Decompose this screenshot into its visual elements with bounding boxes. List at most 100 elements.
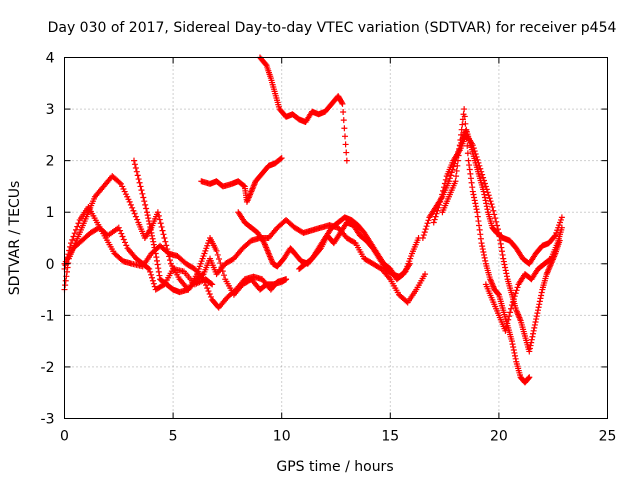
data-point bbox=[473, 206, 480, 213]
data-point bbox=[484, 206, 491, 213]
data-point bbox=[500, 255, 507, 262]
data-point bbox=[453, 167, 460, 174]
data-point bbox=[118, 230, 125, 237]
data-point bbox=[461, 113, 468, 120]
data-point bbox=[461, 106, 468, 113]
data-point bbox=[151, 244, 158, 251]
data-point bbox=[438, 195, 445, 202]
data-point bbox=[131, 161, 138, 168]
data-point bbox=[483, 186, 490, 193]
data-point bbox=[126, 198, 133, 205]
data-point bbox=[533, 316, 540, 323]
data-point bbox=[433, 210, 440, 217]
data-point bbox=[484, 189, 491, 196]
data-point bbox=[156, 272, 163, 279]
data-point bbox=[488, 201, 495, 208]
data-point bbox=[445, 178, 452, 185]
data-point bbox=[341, 125, 348, 132]
data-point bbox=[534, 307, 541, 314]
data-point bbox=[528, 336, 535, 343]
data-point bbox=[240, 182, 247, 189]
data-point bbox=[62, 277, 69, 284]
data-point bbox=[459, 121, 466, 128]
data-point bbox=[339, 100, 346, 107]
data-point bbox=[469, 142, 476, 149]
data-point bbox=[476, 226, 483, 233]
data-point bbox=[75, 220, 82, 227]
data-point bbox=[119, 233, 126, 240]
data-point bbox=[478, 240, 485, 247]
data-point bbox=[462, 120, 469, 127]
data-point bbox=[213, 247, 220, 254]
data-point bbox=[435, 204, 442, 211]
data-point bbox=[441, 180, 448, 187]
data-point bbox=[220, 272, 227, 279]
data-point bbox=[145, 265, 152, 272]
data-point bbox=[486, 195, 493, 202]
data-point bbox=[558, 214, 565, 221]
data-point bbox=[470, 191, 477, 198]
data-point bbox=[421, 229, 428, 236]
data-point bbox=[477, 165, 484, 172]
series-track-8 bbox=[296, 214, 413, 283]
data-point bbox=[502, 267, 509, 274]
data-point bbox=[535, 304, 542, 311]
data-point bbox=[508, 302, 515, 309]
data-point bbox=[502, 264, 509, 271]
x-tick-label: 20 bbox=[490, 429, 508, 445]
data-point bbox=[115, 224, 122, 231]
data-point bbox=[474, 156, 481, 163]
data-point bbox=[447, 172, 454, 179]
data-point bbox=[343, 157, 350, 164]
data-point bbox=[134, 172, 141, 179]
data-point bbox=[480, 248, 487, 255]
data-point bbox=[478, 168, 485, 175]
data-point bbox=[206, 290, 213, 297]
data-point bbox=[117, 227, 124, 234]
y-tick-label: -2 bbox=[41, 360, 55, 376]
data-point bbox=[146, 221, 153, 228]
data-point bbox=[466, 162, 473, 169]
data-point bbox=[340, 117, 347, 124]
data-point bbox=[532, 318, 539, 325]
data-point bbox=[434, 207, 441, 214]
data-point bbox=[474, 209, 481, 216]
data-point bbox=[471, 197, 478, 204]
data-point bbox=[472, 200, 479, 207]
data-point bbox=[148, 271, 155, 278]
data-point bbox=[509, 299, 516, 306]
y-tick-label: -1 bbox=[41, 308, 55, 324]
data-point bbox=[144, 209, 151, 216]
data-point bbox=[142, 201, 149, 208]
data-point bbox=[154, 209, 161, 216]
data-point bbox=[538, 292, 545, 299]
data-point bbox=[475, 159, 482, 166]
data-point bbox=[530, 330, 537, 337]
data-point bbox=[154, 261, 161, 268]
series-track-10 bbox=[439, 106, 533, 386]
data-point bbox=[68, 240, 75, 247]
data-point bbox=[480, 188, 487, 195]
data-point bbox=[536, 301, 543, 308]
data-point bbox=[482, 183, 489, 190]
data-point bbox=[483, 200, 490, 207]
data-point bbox=[510, 344, 517, 351]
data-point bbox=[439, 191, 446, 198]
data-point bbox=[502, 327, 509, 334]
data-point bbox=[494, 222, 501, 229]
data-point bbox=[464, 150, 471, 157]
data-point bbox=[425, 217, 432, 224]
x-tick-label: 10 bbox=[273, 429, 291, 445]
data-point bbox=[432, 213, 439, 220]
data-point bbox=[506, 313, 513, 320]
data-point bbox=[528, 339, 535, 346]
series-track-5 bbox=[198, 155, 285, 205]
data-point bbox=[158, 223, 165, 230]
data-point bbox=[498, 244, 505, 251]
data-point bbox=[476, 162, 483, 169]
data-point bbox=[505, 316, 512, 323]
data-point bbox=[138, 187, 145, 194]
y-tick-label: 3 bbox=[46, 102, 55, 118]
data-point bbox=[208, 280, 215, 287]
y-tick-label: 1 bbox=[46, 205, 55, 221]
